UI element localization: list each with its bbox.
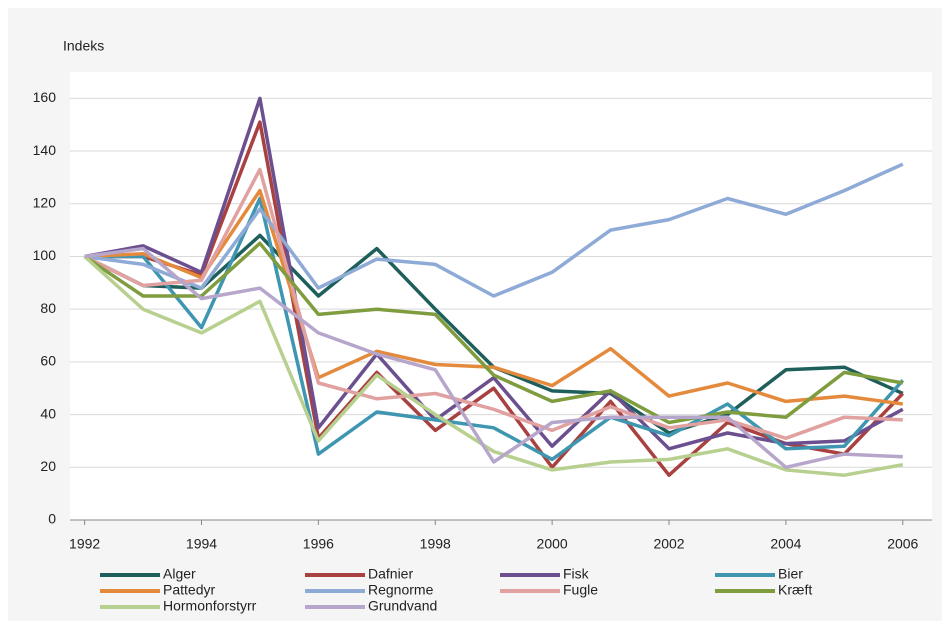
y-tick-label: 160: [33, 89, 57, 105]
legend-label: Grundvand: [368, 598, 437, 614]
y-tick-label: 60: [40, 353, 56, 369]
series-line: [84, 96, 904, 451]
legend-label: Regnorme: [368, 582, 434, 598]
legend-label: Alger: [163, 566, 196, 582]
legend-label: Bier: [778, 566, 803, 582]
x-tick-label: 2004: [770, 536, 801, 552]
legend-label: Fisk: [563, 566, 590, 582]
x-tick-label: 1992: [69, 536, 100, 552]
x-tick-label: 2000: [537, 536, 568, 552]
legend-label: Fugle: [563, 582, 598, 598]
y-axis-title: Indeks: [63, 38, 104, 54]
series-line: [84, 162, 904, 298]
x-tick-label: 2002: [653, 536, 684, 552]
y-tick-label: 80: [40, 300, 56, 316]
legend-label: Pattedyr: [163, 582, 215, 598]
legend-label: Dafnier: [368, 566, 413, 582]
y-tick-label: 40: [40, 405, 56, 421]
series-line: [83, 241, 904, 425]
y-tick-label: 0: [48, 511, 56, 527]
y-tick-label: 120: [33, 194, 57, 210]
x-tick-label: 1998: [420, 536, 451, 552]
y-tick-label: 20: [40, 458, 56, 474]
x-tick-label: 1996: [303, 536, 334, 552]
x-tick-label: 1994: [186, 536, 217, 552]
y-tick-label: 100: [33, 247, 57, 263]
x-tick-label: 2006: [887, 536, 918, 552]
series-line: [84, 188, 904, 406]
series-line: [84, 120, 905, 477]
series-line: [83, 167, 903, 441]
legend-label: Hormonforstyrr: [163, 598, 257, 614]
legend-label: Kræft: [778, 582, 812, 598]
series-line: [84, 246, 903, 470]
y-tick-label: 140: [33, 142, 57, 158]
series-line: [83, 255, 904, 477]
